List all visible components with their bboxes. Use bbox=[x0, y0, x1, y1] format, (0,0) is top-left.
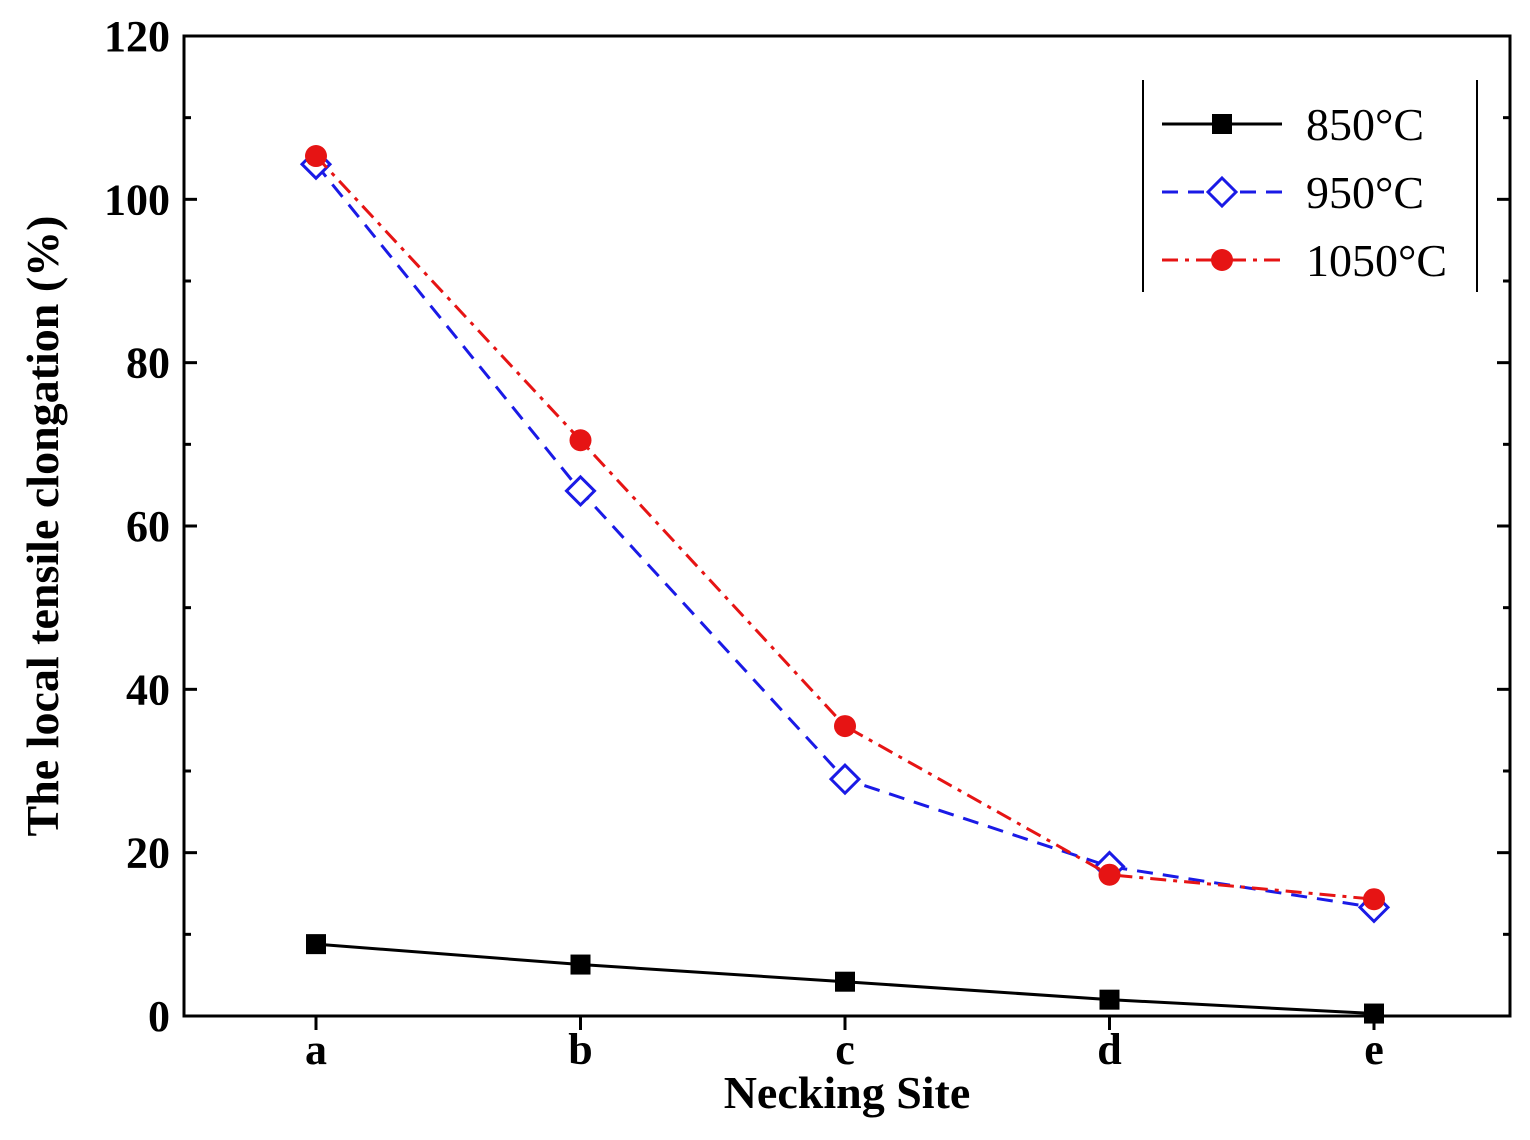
y-tick-label: 80 bbox=[126, 339, 170, 388]
legend: 850°C 950°C 1050°C bbox=[1142, 80, 1478, 292]
x-axis: a b c d e bbox=[305, 1016, 1384, 1074]
legend-marker-950c bbox=[1205, 175, 1239, 209]
legend-marker-850c bbox=[1212, 114, 1232, 134]
legend-label-950c: 950°C bbox=[1306, 167, 1424, 218]
x-tick-label: a bbox=[305, 1025, 327, 1074]
series-line-950c bbox=[314, 163, 1375, 909]
legend-label-1050c: 1050°C bbox=[1306, 235, 1447, 286]
data-point-1050c bbox=[569, 429, 592, 452]
y-axis: 0 20 40 60 80 100 120 bbox=[104, 12, 1510, 1041]
x-axis-title: Necking Site bbox=[724, 1067, 971, 1118]
x-tick-label: c bbox=[835, 1025, 855, 1074]
y-axis-title: The local tensile clongation (%) bbox=[17, 216, 68, 837]
legend-marker-1050c bbox=[1211, 249, 1233, 271]
y-tick-label: 100 bbox=[104, 175, 170, 224]
data-point-1050c bbox=[834, 715, 856, 738]
legend-label-850c: 850°C bbox=[1306, 99, 1424, 150]
series-850c bbox=[306, 934, 1384, 1024]
data-point-1050c bbox=[1363, 888, 1385, 911]
x-tick-label: d bbox=[1097, 1025, 1121, 1074]
x-tick-label: e bbox=[1364, 1025, 1384, 1074]
series-line-1050c bbox=[314, 155, 1375, 901]
y-tick-label: 60 bbox=[126, 502, 170, 551]
data-point-950c bbox=[828, 763, 862, 796]
series-layer bbox=[299, 145, 1391, 1024]
y-tick-label: 120 bbox=[104, 12, 170, 61]
data-point-850c bbox=[570, 954, 591, 975]
data-point-850c bbox=[1099, 989, 1120, 1010]
data-point-950c bbox=[564, 474, 597, 508]
y-tick-label: 0 bbox=[148, 992, 170, 1041]
y-tick-label: 20 bbox=[126, 829, 170, 878]
data-point-1050c bbox=[1098, 863, 1121, 886]
y-tick-label: 40 bbox=[126, 665, 170, 714]
data-point-1050c bbox=[305, 145, 327, 168]
data-point-850c bbox=[306, 934, 326, 955]
data-point-850c bbox=[835, 971, 855, 992]
x-tick-label: b bbox=[568, 1025, 592, 1074]
data-point-850c bbox=[1364, 1003, 1384, 1024]
series-1050c bbox=[305, 145, 1385, 911]
